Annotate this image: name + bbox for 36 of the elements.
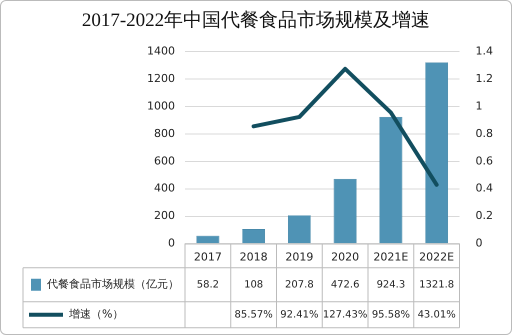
data-label: 43.01% [418,309,456,320]
data-label: 924.3 [376,279,406,290]
data-label: 108 [244,279,264,290]
data-label: 472.6 [330,279,360,290]
legend-label: 代餐食品市场规模（亿元） [46,278,179,291]
x-tick-label: 2018 [240,250,268,264]
y-tick-label: 200 [154,209,175,222]
y2-tick-label: 0.6 [476,154,494,168]
data-label: 207.8 [285,279,314,290]
y2-tick-label: 0.4 [476,182,494,195]
x-tick-label: 2020 [331,250,360,264]
y-tick-label: 600 [154,154,175,168]
x-tick-label: 2017 [194,250,222,264]
y2-tick-label: 1.2 [476,72,494,85]
y-tick-label: 0 [168,236,175,250]
y-tick-label: 800 [154,126,175,140]
y2-tick-label: 0 [476,236,483,250]
y2-tick-label: 0.8 [476,126,494,140]
data-label: 85.57% [234,309,273,320]
y-tick-label: 1400 [146,44,175,58]
x-tick-label: 2022E [419,250,454,264]
legend-label: 增速（%） [68,308,124,321]
y-tick-label: 400 [154,182,175,195]
x-tick-label: 2021E [373,250,408,264]
data-label: 92.41% [280,309,318,320]
data-label: 1321.8 [419,279,454,290]
chart-title: 2017-2022年中国代餐食品市场规模及增速 [80,9,432,33]
x-tick-label: 2019 [285,250,314,264]
y2-tick-label: 0.2 [476,209,494,222]
y-tick-label: 1200 [146,72,175,85]
y2-tick-label: 1.4 [476,44,494,58]
y-tick-label: 1000 [146,99,175,112]
data-label: 95.58% [372,309,410,320]
data-label: 58.2 [196,279,220,290]
data-label: 127.43% [322,309,368,320]
y2-tick-label: 1 [476,99,483,112]
